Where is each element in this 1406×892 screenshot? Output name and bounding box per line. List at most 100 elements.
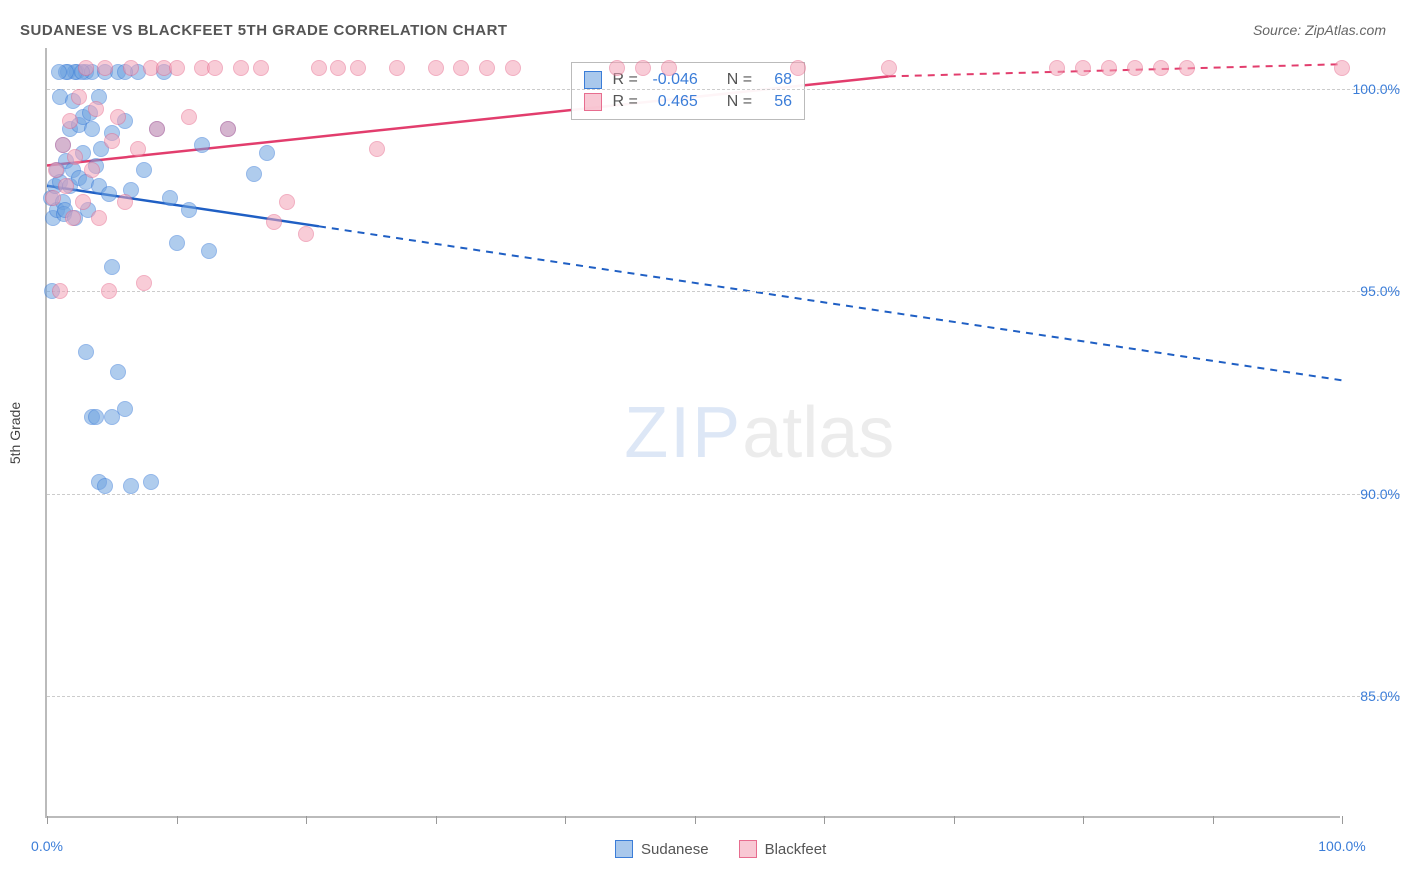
data-point: [1127, 60, 1143, 76]
trend-lines: [47, 48, 1342, 818]
stats-swatch: [584, 71, 602, 89]
data-point: [298, 226, 314, 242]
stats-swatch: [584, 93, 602, 111]
watermark: ZIPatlas: [624, 392, 894, 474]
stats-box: R =-0.046 N =68R =0.465 N =56: [571, 62, 805, 120]
x-tick-label: 100.0%: [1318, 838, 1365, 854]
y-axis-label: 5th Grade: [7, 402, 23, 464]
data-point: [97, 478, 113, 494]
data-point: [220, 121, 236, 137]
stats-r-label: R =: [612, 93, 637, 111]
data-point: [45, 190, 61, 206]
x-tick: [695, 816, 696, 824]
data-point: [67, 149, 83, 165]
x-tick: [824, 816, 825, 824]
data-point: [110, 364, 126, 380]
watermark-atlas: atlas: [742, 393, 894, 473]
data-point: [104, 259, 120, 275]
stats-n-value: 68: [762, 71, 792, 89]
data-point: [428, 60, 444, 76]
data-point: [58, 178, 74, 194]
chart-header: SUDANESE VS BLACKFEET 5TH GRADE CORRELAT…: [20, 18, 1386, 42]
data-point: [259, 145, 275, 161]
grid-line: [47, 291, 1400, 292]
data-point: [117, 194, 133, 210]
x-tick: [306, 816, 307, 824]
x-tick: [954, 816, 955, 824]
data-point: [62, 113, 78, 129]
data-point: [1334, 60, 1350, 76]
data-point: [48, 162, 64, 178]
data-point: [123, 60, 139, 76]
data-point: [110, 109, 126, 125]
data-point: [91, 210, 107, 226]
data-point: [181, 202, 197, 218]
x-tick: [177, 816, 178, 824]
data-point: [279, 194, 295, 210]
data-point: [369, 141, 385, 157]
data-point: [1075, 60, 1091, 76]
data-point: [389, 60, 405, 76]
legend-label: Sudanese: [641, 841, 709, 858]
data-point: [71, 89, 87, 105]
data-point: [505, 60, 521, 76]
data-point: [84, 162, 100, 178]
x-tick: [1213, 816, 1214, 824]
data-point: [207, 60, 223, 76]
data-point: [1179, 60, 1195, 76]
data-point: [78, 60, 94, 76]
data-point: [162, 190, 178, 206]
x-tick: [1083, 816, 1084, 824]
data-point: [78, 344, 94, 360]
x-tick-label: 0.0%: [31, 838, 63, 854]
data-point: [266, 214, 282, 230]
data-point: [181, 109, 197, 125]
stats-r-value: 0.465: [648, 93, 698, 111]
data-point: [104, 409, 120, 425]
data-point: [1101, 60, 1117, 76]
data-point: [136, 162, 152, 178]
data-point: [65, 210, 81, 226]
data-point: [201, 243, 217, 259]
data-point: [169, 235, 185, 251]
data-point: [84, 121, 100, 137]
data-point: [101, 186, 117, 202]
data-point: [169, 60, 185, 76]
stats-n-label: N =: [727, 71, 752, 89]
data-point: [51, 64, 67, 80]
data-point: [123, 478, 139, 494]
data-point: [1153, 60, 1169, 76]
data-point: [52, 283, 68, 299]
data-point: [149, 121, 165, 137]
legend-label: Blackfeet: [765, 841, 827, 858]
chart-title: SUDANESE VS BLACKFEET 5TH GRADE CORRELAT…: [20, 22, 508, 39]
data-point: [881, 60, 897, 76]
data-point: [1049, 60, 1065, 76]
stats-n-value: 56: [762, 93, 792, 111]
data-point: [635, 60, 651, 76]
data-point: [136, 275, 152, 291]
data-point: [88, 101, 104, 117]
y-tick-label: 90.0%: [1345, 486, 1400, 502]
data-point: [609, 60, 625, 76]
data-point: [253, 60, 269, 76]
data-point: [246, 166, 262, 182]
grid-line: [47, 89, 1400, 90]
y-tick-label: 100.0%: [1345, 81, 1400, 97]
grid-line: [47, 696, 1400, 697]
data-point: [350, 60, 366, 76]
chart-source: Source: ZipAtlas.com: [1253, 22, 1386, 38]
data-point: [194, 137, 210, 153]
data-point: [97, 60, 113, 76]
legend-item: Sudanese: [615, 840, 709, 858]
x-tick: [1342, 816, 1343, 824]
y-tick-label: 95.0%: [1345, 283, 1400, 299]
grid-line: [47, 494, 1400, 495]
data-point: [661, 60, 677, 76]
data-point: [479, 60, 495, 76]
watermark-zip: ZIP: [624, 393, 742, 473]
y-tick-label: 85.0%: [1345, 688, 1400, 704]
data-point: [101, 283, 117, 299]
data-point: [790, 60, 806, 76]
plot-container: 5th Grade ZIPatlas R =-0.046 N =68R =0.4…: [45, 48, 1340, 818]
